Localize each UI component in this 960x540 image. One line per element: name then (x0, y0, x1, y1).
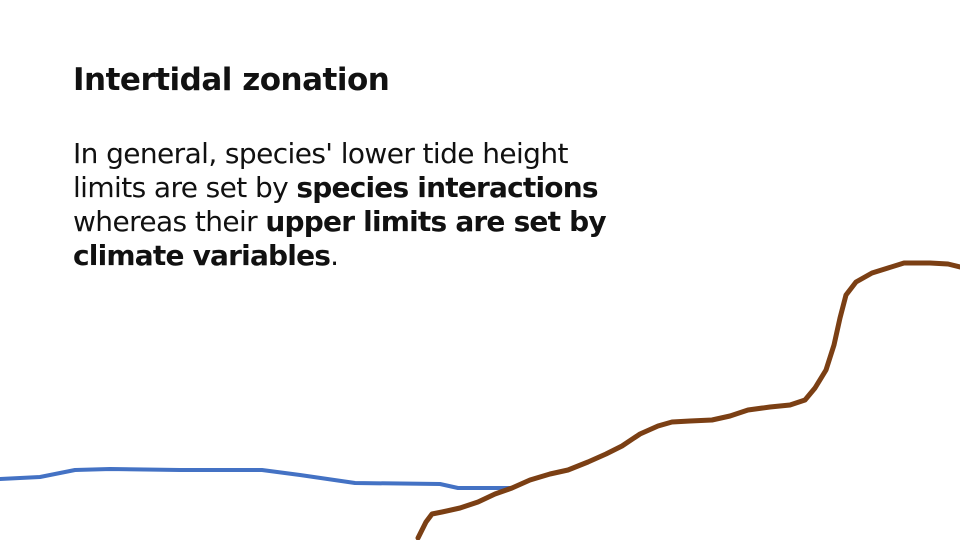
slide-title: Intertidal zonation (73, 62, 390, 98)
body-text-species-interactions: species interactions (296, 171, 598, 204)
body-text-intro: In general, species' lower tide height l… (73, 137, 568, 204)
body-text-upper-limits: upper limits are set by climate variable… (73, 205, 607, 272)
water-level-line (0, 467, 514, 490)
body-text-whereas: whereas their (73, 205, 266, 238)
slide-body-text: In general, species' lower tide height l… (73, 137, 633, 273)
body-text-period: . (330, 239, 339, 272)
shore-profile-line (415, 260, 960, 540)
